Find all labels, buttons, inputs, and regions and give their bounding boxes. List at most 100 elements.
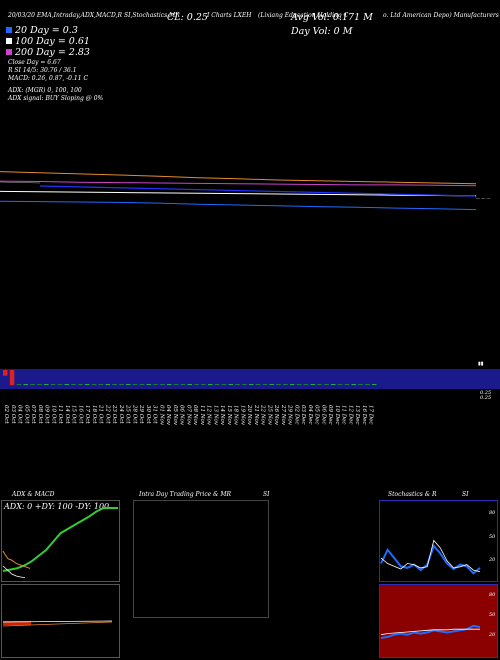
x-date-label: 23 Oct: [111, 404, 117, 424]
intraday-panel: [133, 500, 269, 618]
volume-bar: [324, 384, 329, 385]
x-date-label: 13 Nov: [212, 405, 218, 426]
volume-bar: [64, 384, 69, 385]
x-date-label: 25 Nov: [266, 404, 272, 426]
ema-line-3: [0, 180, 477, 187]
avg-vol-label: Avg Vol: 0.171 M: [291, 12, 373, 23]
adx-line: [2, 565, 26, 578]
volume-bar: [44, 384, 49, 385]
x-date-label: 18 Oct: [91, 405, 97, 424]
volume-bar: [153, 384, 158, 385]
volume-bar: [358, 384, 363, 385]
ema200-swatch: [6, 49, 12, 55]
ema100-label: 100 Day = 0.61: [15, 36, 90, 47]
adx-lines: [2, 507, 118, 578]
x-date-label: 22 Nov: [260, 404, 266, 426]
header-part-5: o. Ltd American Depo) Manufacturers: [383, 12, 499, 19]
stoch-lines: [380, 539, 481, 575]
x-date-label: 07 Oct: [30, 405, 36, 424]
x-date-label: 15 Nov: [226, 405, 232, 426]
volume-bar: [9, 370, 15, 386]
x-date-label: 16 Dec: [361, 405, 367, 425]
volume-bar: [146, 384, 151, 385]
volume-bar: [283, 384, 288, 385]
x-date-labels: 02 Oct 03 Oct 04 Oct 05 Oct 07 Oct 08 Oct 09 O…: [3, 404, 374, 426]
x-date-label: 25 Oct: [125, 404, 131, 424]
x-date-label: 24 Oct: [118, 404, 124, 424]
x-date-label: 10 Oct: [50, 405, 56, 424]
volume-bar: [91, 384, 97, 385]
volume-bar: [132, 384, 138, 385]
x-date-label: 13 Dec: [354, 405, 360, 425]
x-date-label: 08 Nov: [192, 405, 198, 426]
x-date-label: 14 Oct: [64, 405, 70, 424]
x-date-label: 19 Nov: [239, 405, 245, 426]
day-vol-label: Day Vol: 0 M: [291, 26, 353, 37]
x-date-label: 15 Oct: [71, 405, 77, 424]
volume-bar: [221, 384, 227, 385]
price-chart: — — —: [0, 171, 491, 211]
volume-label-1: 0.25: [480, 390, 492, 396]
x-date-label: 02 Dec: [293, 405, 299, 425]
stoch-panel-title: Stochastics & R: [388, 491, 437, 498]
volume-bar: [3, 370, 8, 376]
volume-bar: [194, 384, 199, 385]
volume-bar: [276, 384, 281, 385]
x-date-label: 04 Oct: [17, 405, 23, 424]
header-part-4: (Lixiang Education Holding C: [258, 12, 349, 19]
x-date-label: 26 Nov: [273, 404, 279, 426]
volume-bar: [290, 384, 295, 385]
x-date-label: 29 Oct: [138, 404, 144, 424]
volume-bar: [139, 384, 145, 385]
x-date-label: 31 Oct: [152, 405, 158, 424]
stoch-tick-20: 20: [489, 557, 496, 563]
volume-bar: [208, 384, 213, 385]
volume-bar: [180, 384, 186, 385]
x-date-label: 21 Nov: [253, 404, 259, 426]
adx-panel: [1, 500, 120, 582]
volume-bar: [37, 384, 42, 385]
macd-label: MACD: 0.26, 0.87, -0.11 C: [8, 75, 89, 82]
volume-bars: [3, 370, 377, 386]
volume-bar: [173, 384, 179, 385]
volume-bar: [228, 384, 233, 385]
volume-bar: [78, 384, 83, 385]
x-date-label: 01 Nov: [158, 405, 164, 426]
volume-bar: [372, 384, 377, 385]
stoch-panel: [379, 500, 498, 582]
x-date-label: 10 Dec: [334, 405, 340, 425]
volume-bar: [255, 384, 261, 385]
volume-bar: [296, 384, 302, 385]
volume-bar: [214, 384, 220, 385]
volume-label-2: 0.25: [480, 395, 492, 401]
ema200-label: 200 Day = 2.83: [15, 47, 90, 58]
stoch-d-line: [380, 539, 481, 573]
x-date-label: 02 Oct: [3, 405, 9, 424]
orange-line: [0, 171, 477, 185]
x-date-label: 21 Oct: [98, 404, 104, 424]
volume-bar: [98, 384, 104, 385]
intraday-panel-title: Intra Day Trading Price & MR: [139, 491, 232, 498]
x-date-label: 12 Nov: [206, 405, 212, 426]
volume-bar: [331, 384, 336, 385]
volume-bar: [317, 384, 322, 385]
rsi-tick-20: 20: [489, 632, 496, 638]
adx-legend: ADX: 0 +DY: 100 -DY: 100: [4, 502, 110, 511]
adx-plus-dy-line: [2, 507, 118, 572]
ema20-swatch: [6, 27, 12, 33]
volume-bar: [30, 384, 35, 385]
volume-top-marker: ▮▮: [478, 361, 484, 367]
x-date-label: 16 Oct: [77, 405, 83, 424]
price-band-low: [39, 185, 476, 197]
volume-bar: [344, 384, 350, 385]
volume-bar: [119, 384, 124, 385]
close-label: CL: 0.25: [167, 12, 208, 23]
volume-bar: [262, 384, 268, 385]
stoch-tick-50: 50: [489, 534, 496, 540]
stoch-tick-80: 80: [489, 510, 496, 516]
x-date-label: 03 Dec: [300, 405, 306, 425]
ema-line-1: [0, 200, 477, 211]
